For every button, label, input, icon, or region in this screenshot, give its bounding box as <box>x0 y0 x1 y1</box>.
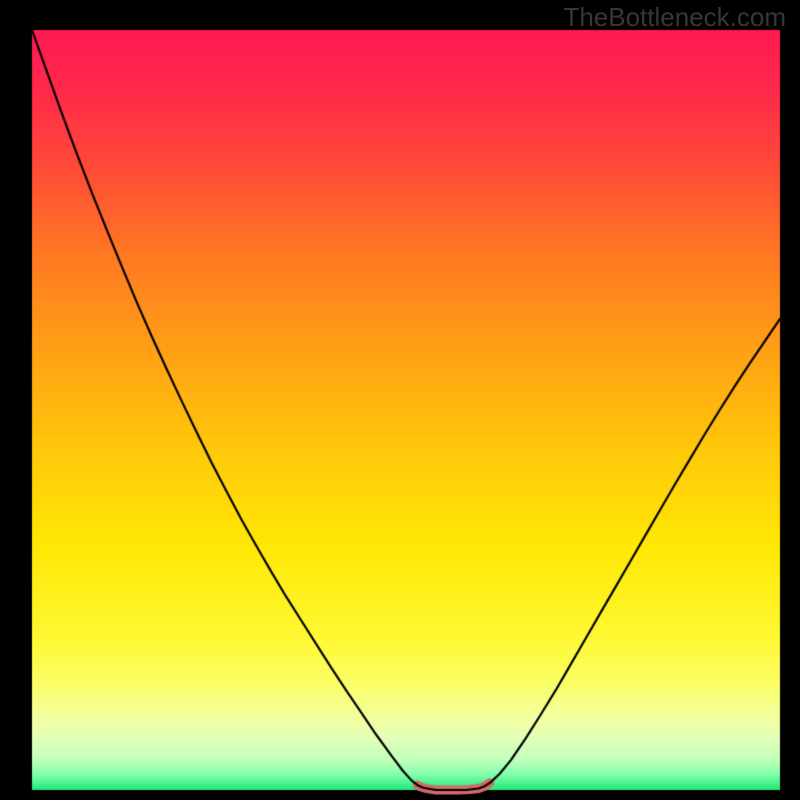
watermark-text: TheBottleneck.com <box>563 2 786 33</box>
curve-canvas <box>0 0 800 800</box>
chart-stage: TheBottleneck.com <box>0 0 800 800</box>
